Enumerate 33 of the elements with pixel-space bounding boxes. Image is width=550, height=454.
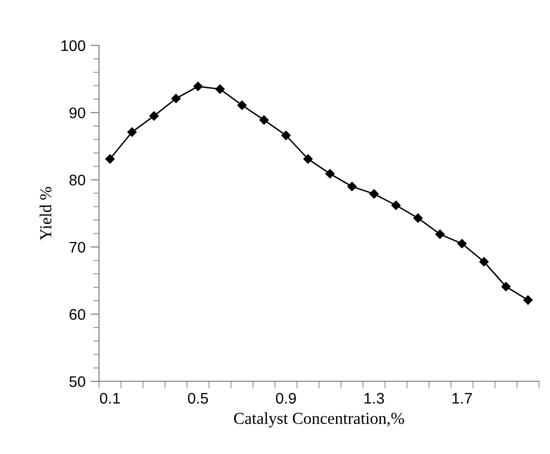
x-axis-title: Catalyst Concentration,%	[234, 412, 404, 428]
point	[127, 127, 137, 137]
point	[105, 154, 115, 164]
point	[149, 111, 159, 121]
x-tick-label: 1.7	[452, 393, 472, 404]
point	[369, 189, 379, 199]
point	[259, 115, 269, 125]
point	[193, 82, 203, 92]
point	[501, 282, 511, 292]
point	[479, 257, 489, 266]
point	[413, 213, 423, 223]
point	[391, 200, 401, 210]
y-tick-label: 50	[69, 376, 86, 388]
point	[303, 154, 313, 164]
y-tick-label: 80	[69, 174, 86, 186]
y-tick-label: 60	[70, 309, 86, 320]
point	[325, 169, 335, 178]
point	[215, 84, 225, 94]
point	[523, 295, 533, 305]
x-tick-label: 0.5	[188, 392, 208, 404]
y-tick-label: 100	[61, 40, 86, 52]
x-tick-label: 0.9	[276, 392, 296, 404]
x-tick-label: 0.1	[100, 392, 120, 404]
y-tick-label: 90	[70, 107, 86, 118]
point	[347, 182, 357, 192]
x-tick-label: 1.3	[364, 392, 384, 404]
point	[281, 130, 291, 140]
y-tick-label: 70	[70, 242, 86, 253]
point	[435, 230, 445, 239]
point	[171, 94, 181, 104]
y-axis-title: Yield %	[40, 186, 52, 240]
point	[237, 100, 247, 110]
point	[457, 238, 467, 248]
